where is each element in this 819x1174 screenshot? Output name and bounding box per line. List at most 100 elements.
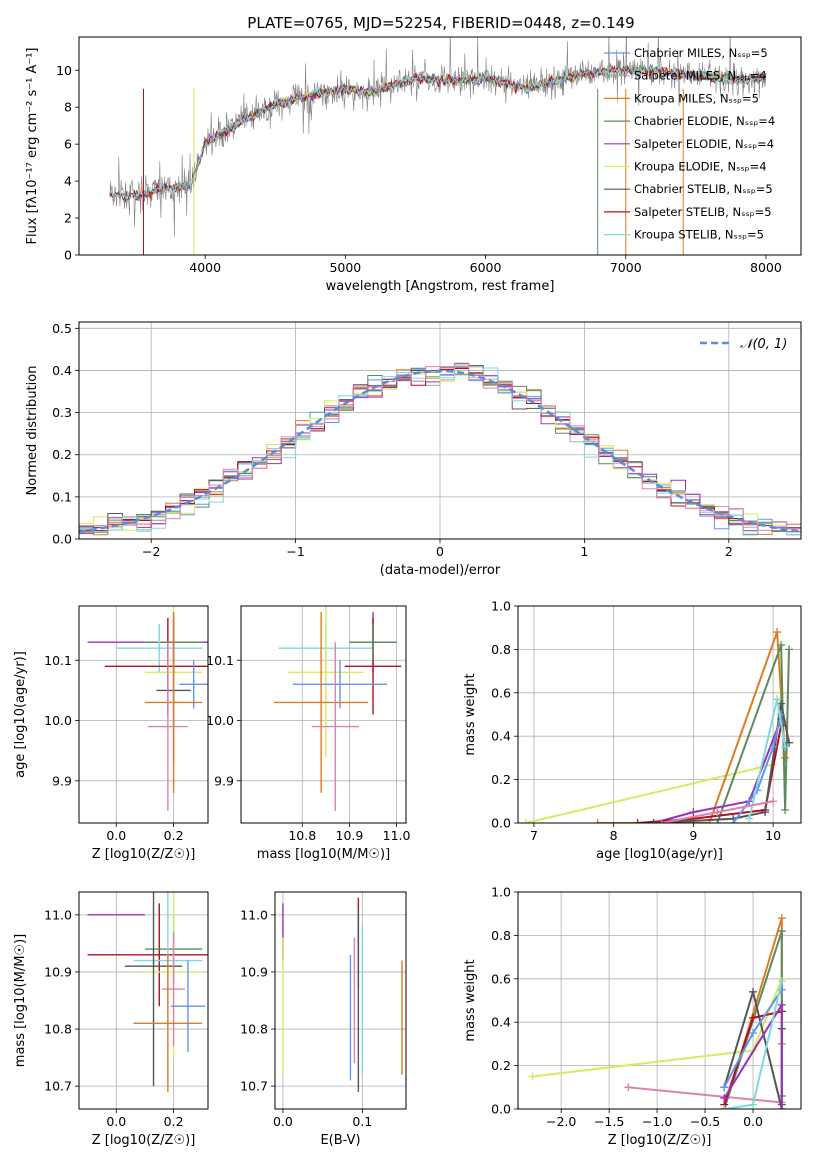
x-tick-label: −1.5 [594, 1114, 624, 1129]
weight-line-pink [628, 1086, 782, 1104]
weight-point-chabrier_elodie [777, 641, 786, 650]
weight-point-salpeter_elodie [777, 1100, 786, 1109]
x-axis-label: Z [log10(Z/Z☉)] [608, 1133, 712, 1148]
weight-point-salpeter_elodie [720, 1094, 729, 1103]
x-tick-label: 5000 [329, 260, 361, 275]
y-tick-label: 10.1 [206, 653, 234, 668]
y-axis-label: Flux [fλ10⁻¹⁷ erg cm⁻² s⁻¹ A⁻¹] [25, 48, 40, 245]
y-tick-label: 0.0 [52, 532, 72, 547]
axes-frame [78, 321, 802, 540]
y-tick-label: 10.9 [44, 964, 72, 979]
plot-area [282, 897, 403, 1092]
y-tick-label: 0.0 [491, 816, 511, 831]
weight-point-kroupa_miles [777, 914, 786, 923]
y-tick-label: 0.8 [491, 642, 511, 657]
axes-age_vs_mass: 10.8 10.9 11.0 9.9 10.0 10.1 mass [log10(M/M☉)… [206, 605, 411, 862]
y-tick-label: 0.2 [52, 447, 72, 462]
plot-area [528, 914, 786, 1109]
x-tick-label: 0.2 [164, 828, 184, 843]
weight-point-chabrier_stelib [649, 819, 658, 823]
plot-area [87, 606, 208, 811]
figure-title: PLATE=0765, MJD=52254, FIBERID=0448, z=0… [247, 14, 634, 32]
plot-area [79, 362, 801, 536]
legend-label: Salpeter MILES, Nₛₛₚ=4 [634, 69, 767, 83]
y-tick-label: 0.0 [491, 1102, 511, 1117]
x-tick-label: 1 [580, 544, 588, 559]
axes-age_vs_z: 0.0 0.2 9.9 10.0 10.1 Z [log10(Z/Z☉)] age [log… [13, 605, 209, 862]
y-tick-label: 1.0 [491, 885, 511, 900]
axes-frame [78, 891, 209, 1110]
legend-label: Kroupa MILES, Nₛₛₚ=5 [634, 91, 759, 105]
weight-point-kroupa_miles [593, 819, 602, 823]
y-tick-label: 0.4 [491, 1015, 511, 1030]
legend-label: Salpeter STELIB, Nₛₛₚ=5 [634, 205, 772, 219]
x-tick-label: 7000 [610, 260, 642, 275]
weight-point-chabrier_stelib [761, 808, 770, 817]
model-line-kroupa_stelib [109, 64, 767, 202]
x-tick-label: 10.9 [336, 828, 364, 843]
axes-frame [240, 605, 407, 824]
weight-point-pink [624, 1083, 633, 1092]
weight-point-kroupa_miles [781, 753, 790, 762]
weight-point-kroupa_elodie [521, 819, 530, 823]
weight-point-chabrier_elodie [781, 805, 790, 814]
y-tick-label: 10.7 [44, 1079, 72, 1094]
legend-label: Kroupa ELODIE, Nₛₛₚ=4 [634, 160, 767, 174]
weight-point-kroupa_miles [773, 628, 782, 637]
weight-point-kroupa_stelib [773, 695, 782, 704]
x-axis-label: wavelength [Angstrom, rest frame] [326, 279, 555, 294]
y-tick-label: 0.4 [52, 363, 72, 378]
weight-point-kroupa_elodie [528, 1072, 537, 1081]
y-tick-label: 1.0 [491, 599, 511, 614]
x-axis-label: mass [log10(M/M☉)] [257, 847, 390, 862]
y-axis-label: mass [log10(M/M☉)] [13, 934, 28, 1067]
x-axis-label: (data-model)/error [380, 563, 501, 578]
y-tick-label: 0.1 [52, 489, 72, 504]
weight-point-chabrier_miles [769, 743, 778, 752]
axes-mass_vs_z: 0.0 0.2 10.7 10.8 10.9 11.0 Z [log10(Z/Z☉)] mas… [13, 891, 209, 1148]
legend-label: Chabrier STELIB, Nₛₛₚ=5 [634, 182, 773, 196]
axes-residuals: −2 −1 0 1 2 0.0 0.1 0.2 0.3 0.4 0.5 (data-model)/er… [25, 321, 802, 578]
x-tick-label: 10 [765, 828, 781, 843]
y-axis-label: mass weight [463, 673, 478, 755]
weight-point-chabrier_miles [749, 1029, 758, 1038]
y-axis-label: Normed distribution [25, 366, 40, 496]
x-tick-label: −1 [286, 544, 304, 559]
legend-label: Chabrier MILES, Nₛₛₚ=5 [634, 46, 768, 60]
y-tick-label: 0.4 [491, 729, 511, 744]
y-tick-label: 0.6 [491, 971, 511, 986]
x-tick-label: 2 [725, 544, 733, 559]
y-tick-label: 10.8 [240, 1022, 268, 1037]
x-tick-label: 7 [530, 828, 538, 843]
y-tick-label: 0.8 [491, 928, 511, 943]
weight-point-chabrier_stelib [749, 987, 758, 996]
x-tick-label: −2 [142, 544, 160, 559]
plot-area [521, 628, 794, 823]
y-tick-label: 0.6 [491, 685, 511, 700]
axes-spectrum: 4000 5000 6000 7000 8000 0 2 4 6 8 10 wavelength [A… [25, 36, 802, 294]
weight-point-kroupa_stelib [781, 743, 790, 752]
x-tick-label: 8000 [750, 260, 782, 275]
plot-area [274, 606, 402, 811]
weight-point-salpeter_elodie [777, 1000, 786, 1009]
legend-label: Salpeter ELODIE, Nₛₛₚ=4 [634, 137, 774, 151]
x-tick-label: 8 [610, 828, 618, 843]
x-tick-label: 0.0 [743, 1114, 763, 1129]
x-tick-label: 4000 [189, 260, 221, 275]
y-tick-label: 10.9 [240, 964, 268, 979]
axes-frame [274, 891, 407, 1110]
weight-point-pink [657, 819, 666, 823]
x-tick-label: −0.5 [690, 1114, 720, 1129]
y-tick-label: 10.7 [240, 1079, 268, 1094]
legend-label: Chabrier ELODIE, Nₛₛₚ=4 [634, 114, 775, 128]
histogram-kroupa_stelib [79, 365, 801, 536]
weight-point-chabrier_elodie [785, 645, 794, 654]
y-tick-label: 10.8 [44, 1022, 72, 1037]
y-axis-label: mass weight [463, 959, 478, 1041]
x-tick-label: 0.0 [106, 828, 126, 843]
y-axis-label: age [log10(age/yr)] [13, 651, 28, 778]
y-tick-label: 10.0 [206, 713, 234, 728]
axes-frame [517, 891, 802, 1110]
weight-line-salpeter_stelib [637, 725, 783, 823]
y-tick-label: 10.0 [44, 713, 72, 728]
